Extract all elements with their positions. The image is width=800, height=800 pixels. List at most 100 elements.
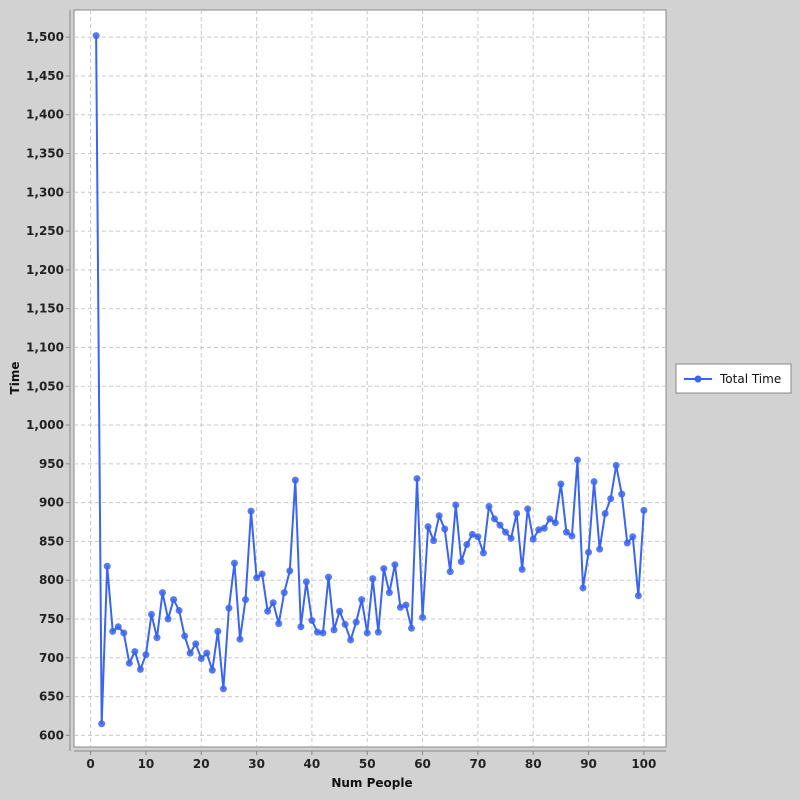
data-point (225, 604, 233, 612)
data-point (573, 456, 581, 464)
series-total-time (92, 32, 648, 728)
data-point (264, 607, 272, 615)
x-axis-title: Num People (331, 776, 412, 790)
y-tick-label: 850 (39, 534, 64, 548)
data-point (607, 495, 615, 503)
y-tick-label: 1,100 (26, 340, 64, 354)
x-tick-label: 30 (248, 757, 265, 771)
data-point (485, 503, 493, 511)
x-tick-label: 60 (414, 757, 431, 771)
data-point (557, 480, 565, 488)
x-axis-ticks: 0 10 20 30 40 50 60 70 80 90 100 (86, 751, 656, 771)
data-point (601, 509, 609, 517)
data-point (540, 524, 548, 532)
y-tick-label: 1,300 (26, 185, 64, 199)
x-tick-label: 100 (631, 757, 656, 771)
data-point (181, 632, 189, 640)
x-tick-label: 70 (470, 757, 487, 771)
legend: Total Time (675, 363, 792, 394)
data-point (319, 629, 327, 637)
data-point (518, 565, 526, 573)
y-tick-label: 700 (39, 651, 64, 665)
data-point (496, 521, 504, 529)
data-point (419, 613, 427, 621)
data-point (192, 640, 200, 648)
data-point (164, 615, 172, 623)
data-point (302, 578, 310, 586)
data-point (297, 623, 305, 631)
data-point (313, 628, 321, 636)
data-point (120, 629, 128, 637)
data-point (546, 515, 554, 523)
data-point (114, 623, 122, 631)
x-tick-label: 0 (86, 757, 94, 771)
y-tick-label: 1,200 (26, 263, 64, 277)
data-point (253, 574, 261, 582)
data-point (452, 501, 460, 509)
data-point (159, 589, 167, 597)
data-point (629, 533, 637, 541)
y-tick-label: 1,250 (26, 224, 64, 238)
data-point (402, 601, 410, 609)
data-point (640, 506, 648, 514)
data-point (286, 567, 294, 575)
data-point (136, 665, 144, 673)
data-point (214, 627, 222, 635)
data-point (247, 507, 255, 515)
data-point (236, 635, 244, 643)
y-tick-label: 650 (39, 690, 64, 704)
data-point (424, 523, 432, 531)
data-point (363, 629, 371, 637)
y-tick-label: 1,500 (26, 30, 64, 44)
legend-marker-swatch (694, 375, 702, 383)
data-point (109, 627, 117, 635)
data-point (524, 505, 532, 513)
data-point (197, 655, 205, 663)
data-point (430, 537, 438, 545)
data-point (396, 603, 404, 611)
data-point (529, 535, 537, 543)
y-tick-label: 750 (39, 612, 64, 626)
data-point (358, 596, 366, 604)
data-point (275, 620, 283, 628)
data-point (618, 490, 626, 498)
data-point (203, 649, 211, 657)
data-point (490, 515, 498, 523)
data-point (380, 565, 388, 573)
y-tick-label: 1,350 (26, 147, 64, 161)
data-point (142, 651, 150, 659)
data-point (325, 573, 332, 581)
y-axis-title: Time (8, 362, 22, 395)
data-point (103, 562, 111, 570)
data-point (269, 599, 277, 607)
data-point (507, 534, 515, 542)
x-tick-label: 40 (304, 757, 321, 771)
plot-area (73, 9, 667, 748)
x-tick-label: 10 (138, 757, 155, 771)
data-point (474, 533, 482, 541)
data-point (568, 532, 576, 540)
data-point (535, 526, 543, 534)
data-point (170, 596, 178, 604)
data-point (413, 475, 421, 483)
data-point (612, 461, 620, 469)
x-tick-label: 20 (193, 757, 210, 771)
data-point (435, 512, 443, 520)
x-tick-label: 50 (359, 757, 376, 771)
y-tick-label: 950 (39, 457, 64, 471)
data-point (208, 666, 216, 674)
data-point (623, 539, 631, 547)
x-tick-label: 80 (525, 757, 542, 771)
data-point (186, 649, 194, 657)
data-point (230, 559, 238, 567)
y-tick-label: 600 (39, 728, 64, 742)
data-point (562, 528, 570, 536)
data-point (92, 32, 100, 40)
data-point (242, 596, 250, 604)
y-tick-label: 1,450 (26, 69, 64, 83)
data-point (513, 509, 521, 517)
data-point (468, 530, 476, 538)
data-point (153, 634, 161, 642)
data-point (579, 584, 587, 592)
